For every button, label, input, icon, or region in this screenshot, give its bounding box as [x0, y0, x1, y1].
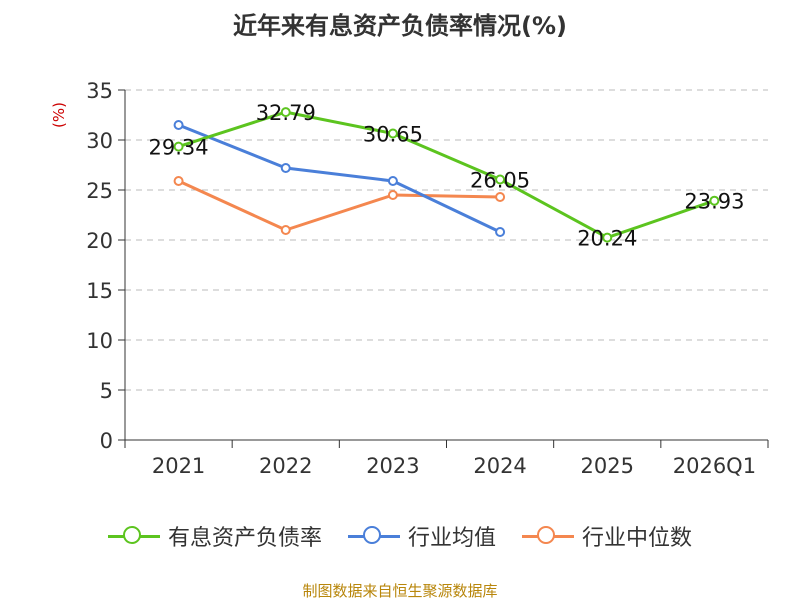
data-label: 30.65 [363, 123, 423, 147]
series-line-1 [178, 123, 501, 234]
x-tick-label: 2025 [581, 454, 634, 478]
y-tick-label: 35 [86, 79, 113, 103]
legend-marker [107, 526, 160, 546]
chart-title: 近年来有息资产负债率情况(%) [233, 12, 567, 40]
y-tick-label: 10 [86, 329, 113, 353]
legend-label: 有息资产负债率 [167, 526, 322, 551]
series-lines [173, 107, 720, 243]
gridlines [125, 89, 768, 391]
data-label: 26.05 [470, 169, 530, 193]
data-point [387, 190, 398, 200]
data-labels: 29.34 32.79 30.65 26.05 20.24 23.93 [149, 101, 745, 251]
data-point [602, 232, 613, 243]
x-tick-label: 2024 [473, 454, 526, 478]
data-point [495, 174, 506, 185]
y-tick-label: 0 [100, 429, 113, 453]
series-line-2 [177, 179, 501, 232]
x-tick-label: 2021 [152, 454, 205, 478]
y-tick-label: 30 [86, 129, 113, 153]
series-line-0 [178, 110, 715, 240]
data-point [495, 227, 506, 237]
x-tick-label: 2023 [366, 454, 419, 478]
y-tick-label: 15 [86, 279, 113, 303]
x-tick-label: 2022 [259, 454, 312, 478]
data-label: 23.93 [684, 190, 744, 214]
x-tick-label: 2026Q1 [673, 454, 756, 478]
data-point [709, 195, 720, 206]
data-point [173, 176, 184, 186]
y-tick-label: 20 [86, 229, 113, 253]
data-point [280, 225, 291, 235]
data-point [387, 128, 398, 139]
legend-marker [522, 526, 574, 546]
data-label: 29.34 [149, 136, 209, 160]
data-point [173, 141, 184, 152]
legend: 有息资产负债率 行业均值 行业中位数 [0, 520, 800, 552]
data-point [173, 120, 184, 130]
legend-label: 行业均值 [407, 526, 496, 551]
data-label: 32.79 [256, 101, 316, 125]
y-tick-label: 25 [86, 179, 113, 203]
data-label: 20.24 [577, 227, 637, 251]
y-tick-label: 5 [100, 379, 113, 403]
source-note: 制图数据来自恒生聚源数据库 [302, 582, 498, 600]
legend-item-industry-mean[interactable]: 行业均值 [347, 520, 496, 552]
legend-item-industry-median[interactable]: 行业中位数 [522, 520, 692, 552]
data-point [495, 192, 506, 202]
legend-label: 行业中位数 [582, 526, 693, 551]
legend-marker [347, 526, 400, 546]
data-point [280, 107, 291, 118]
legend-item-debt-ratio[interactable]: 有息资产负债率 [107, 520, 322, 552]
data-point [387, 176, 398, 186]
data-point [280, 163, 291, 173]
